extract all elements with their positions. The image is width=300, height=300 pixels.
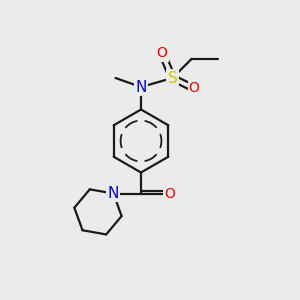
Text: N: N [135, 80, 147, 94]
Text: S: S [168, 70, 177, 86]
Text: N: N [108, 186, 119, 201]
Text: O: O [157, 46, 167, 60]
Text: O: O [164, 187, 175, 200]
Text: O: O [189, 82, 200, 95]
